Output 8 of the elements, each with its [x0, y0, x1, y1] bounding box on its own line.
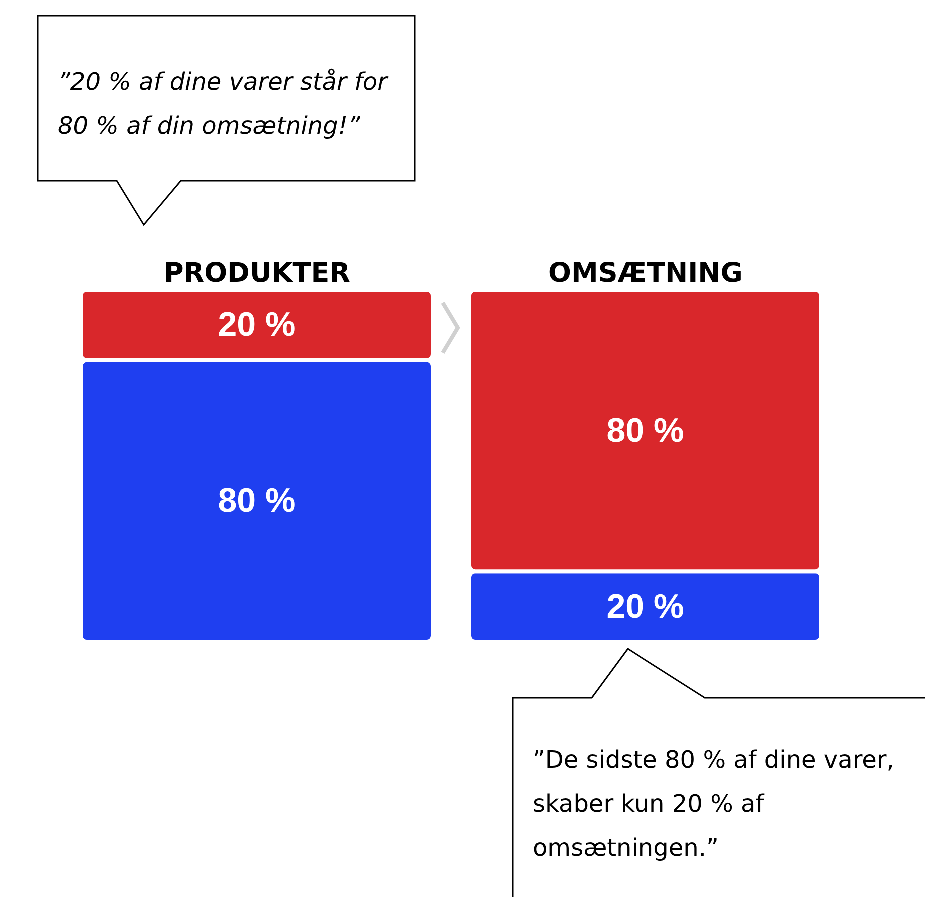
- data-label: 80 %: [218, 482, 296, 520]
- data-label: 80 %: [606, 412, 684, 450]
- x-tick-label: PRODUKTER: [164, 258, 351, 289]
- text: ”20 % af dine varer står for 80 % af din omsætning!”: [58, 67, 390, 142]
- data-label: 20 %: [606, 588, 684, 626]
- x-tick-label: OMSÆTNING: [548, 258, 743, 289]
- data-label: 20 %: [218, 306, 296, 344]
- text: ”De sidste 80 % af dine varer, skaber kun 20 % af omsætningen.”: [533, 745, 896, 864]
